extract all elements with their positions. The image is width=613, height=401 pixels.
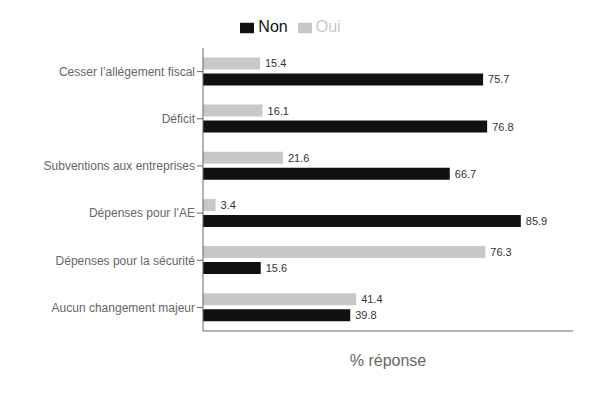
html-text:Oui: Oui [315, 18, 341, 35]
svg-text:16.1: 16.1 [268, 105, 289, 117]
svg-text:3.4: 3.4 [221, 199, 236, 211]
svg-text:Aucun changement majeur: Aucun changement majeur [52, 301, 195, 315]
svg-text:Dépenses pour l’AE: Dépenses pour l’AE [89, 206, 195, 220]
svg-text:Cesser l’allégement fiscal: Cesser l’allégement fiscal [59, 65, 195, 79]
svg-text:Subventions aux entreprises: Subventions aux entreprises [44, 159, 195, 173]
svg-text:21.6: 21.6 [288, 152, 309, 164]
svg-text:Déficit: Déficit [162, 112, 196, 126]
svg-text:% réponse: % réponse [350, 352, 427, 369]
svg-text:76.8: 76.8 [492, 121, 513, 133]
svg-text:15.6: 15.6 [266, 262, 287, 274]
svg-text:41.4: 41.4 [361, 293, 382, 305]
svg-text:39.8: 39.8 [355, 309, 376, 321]
svg-text:75.7: 75.7 [488, 73, 509, 85]
svg-text:66.7: 66.7 [455, 168, 476, 180]
html-text:Non: Non [258, 18, 288, 35]
svg-text:76.3: 76.3 [490, 246, 511, 258]
svg-text:85.9: 85.9 [526, 215, 547, 227]
svg-text:Dépenses pour la sécurité: Dépenses pour la sécurité [56, 254, 196, 268]
svg-text:15.4: 15.4 [265, 57, 286, 69]
